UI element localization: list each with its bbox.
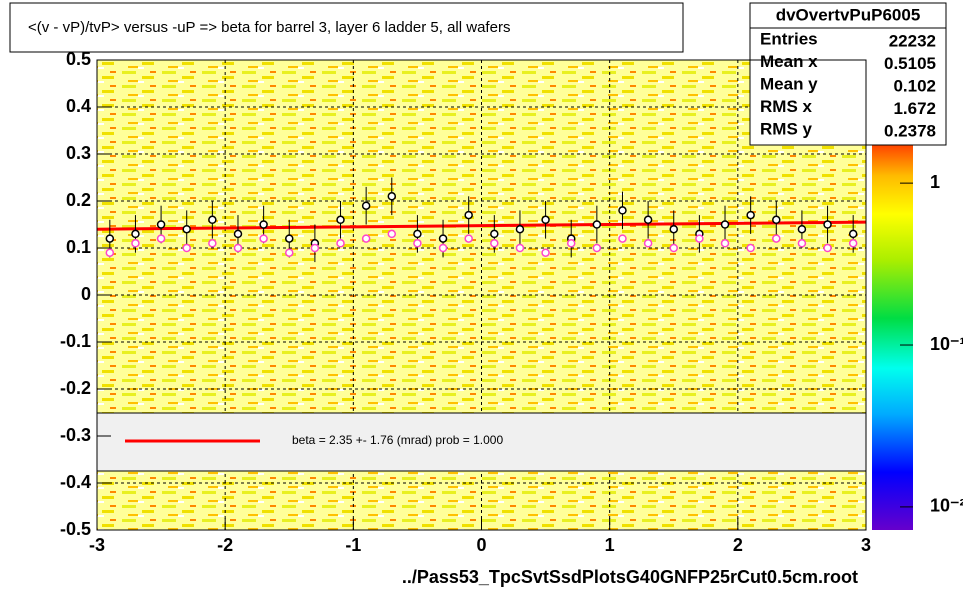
data-point: [361, 201, 371, 210]
data-point: [105, 234, 115, 243]
stats-value: 0.102: [893, 76, 936, 95]
data-point: [772, 215, 781, 225]
data-point: [413, 229, 422, 239]
stats-label: RMS x: [760, 97, 813, 116]
data-point: [182, 243, 191, 253]
data-point: [669, 243, 678, 253]
x-tick-label: -3: [89, 535, 105, 555]
data-point: [823, 243, 832, 253]
data-point: [720, 239, 730, 248]
data-point: [336, 215, 345, 225]
data-point: [233, 243, 243, 253]
z-tick-label: 10⁻¹: [930, 334, 963, 354]
y-tick-label: 0.2: [66, 190, 91, 210]
data-point: [131, 239, 140, 248]
y-tick-label: -0.2: [60, 378, 91, 398]
stats-label: RMS y: [760, 119, 813, 138]
data-point: [746, 243, 755, 253]
data-point: [541, 215, 550, 225]
stats-title: dvOvertvPuP6005: [776, 5, 921, 24]
x-tick-label: -1: [345, 535, 361, 555]
z-tick-label: 10⁻²: [930, 496, 963, 516]
stats-value: 0.2378: [884, 121, 936, 140]
color-bar: [872, 145, 913, 530]
data-point: [438, 243, 448, 253]
data-point: [515, 224, 525, 234]
stats-label: Entries: [760, 29, 818, 48]
x-axis-label: ../Pass53_TpcSvtSsdPlotsG40GNFP25rCut0.5…: [402, 567, 858, 587]
data-point: [515, 243, 525, 253]
data-point: [336, 239, 345, 248]
data-point: [848, 239, 858, 248]
x-tick-label: -2: [217, 535, 233, 555]
data-point: [208, 239, 217, 248]
data-point: [669, 224, 678, 234]
data-point: [746, 210, 755, 220]
y-tick-label: -0.3: [60, 425, 91, 445]
data-point: [259, 234, 268, 243]
stats-value: 22232: [889, 31, 936, 50]
y-tick-label: 0.5: [66, 49, 91, 69]
y-tick-label: -0.5: [60, 519, 91, 539]
data-point: [464, 210, 473, 220]
data-point: [387, 229, 397, 239]
legend-text: beta = 2.35 +- 1.76 (mrad) prob = 1.000: [292, 433, 503, 447]
data-point: [361, 234, 371, 243]
data-point: [438, 234, 448, 243]
y-tick-label: 0.3: [66, 143, 91, 163]
data-point: [797, 239, 807, 248]
data-point: [797, 224, 807, 234]
stats-box: [749, 2, 947, 146]
stats-label: Mean x: [760, 52, 818, 71]
x-tick-label: 2: [733, 535, 743, 555]
data-point: [387, 192, 397, 201]
y-tick-label: 0.4: [66, 96, 91, 116]
title-box: [9, 2, 684, 53]
x-tick-label: 3: [861, 535, 871, 555]
x-tick-label: 0: [476, 535, 486, 555]
data-point: [105, 248, 115, 257]
data-point: [310, 243, 320, 253]
data-point: [823, 220, 832, 229]
data-point: [643, 215, 653, 225]
data-point: [490, 239, 499, 248]
data-point: [156, 234, 166, 243]
data-point: [695, 234, 704, 243]
data-point: [156, 220, 166, 229]
data-point: [592, 243, 602, 253]
data-point: [182, 224, 191, 234]
data-point: [131, 229, 140, 239]
data-point: [490, 229, 499, 239]
data-point: [285, 234, 294, 243]
y-tick-label: -0.4: [60, 472, 91, 492]
fit-line: [96, 220, 867, 231]
data-point: [643, 239, 653, 248]
data-point: [208, 215, 217, 225]
x-tick-label: 1: [605, 535, 615, 555]
y-tick-label: 0: [81, 284, 91, 304]
data-point: [541, 248, 550, 257]
z-tick-label: 1: [930, 172, 940, 192]
data-point: [233, 229, 243, 239]
data-point: [464, 234, 473, 243]
y-tick-label: 0.1: [66, 237, 91, 257]
data-point: [772, 234, 781, 243]
data-point: [413, 239, 422, 248]
stats-label: Mean y: [760, 74, 818, 93]
y-tick-label: -0.1: [60, 331, 91, 351]
stats-value: 0.5105: [884, 54, 936, 73]
stats-value: 1.672: [893, 99, 936, 118]
data-point: [592, 220, 602, 229]
data-point: [566, 239, 576, 248]
data-point: [285, 248, 294, 257]
chart-title: <(v - vP)/tvP> versus -uP => beta for ba…: [28, 19, 510, 36]
data-point: [848, 229, 858, 239]
data-point: [259, 220, 268, 229]
data-point: [618, 234, 627, 243]
data-point: [720, 220, 730, 229]
data-point: [618, 206, 627, 215]
